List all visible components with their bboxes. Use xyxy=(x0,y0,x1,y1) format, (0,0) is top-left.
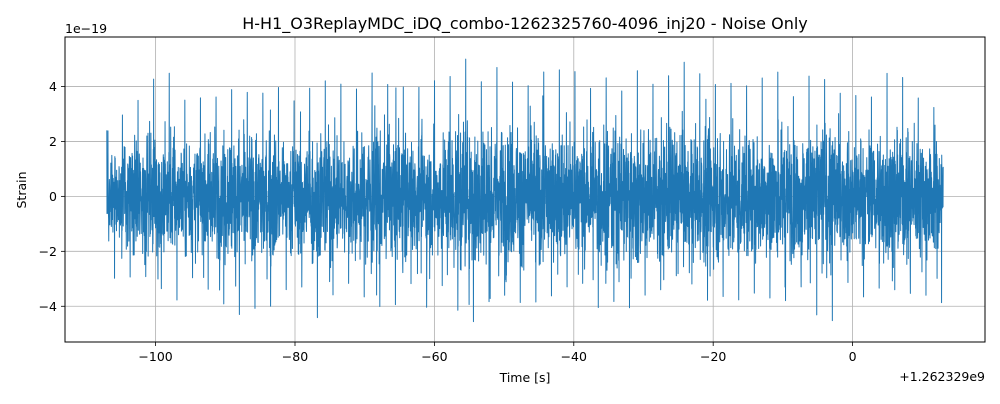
y-axis-label: Strain xyxy=(14,171,29,208)
x-tick-label: −80 xyxy=(282,349,308,364)
x-offset-label: +1.262329e9 xyxy=(899,369,985,384)
chart-title: H-H1_O3ReplayMDC_iDQ_combo-1262325760-40… xyxy=(242,14,808,34)
y-scale-label: 1e−19 xyxy=(65,21,107,36)
x-tick-label: −20 xyxy=(700,349,726,364)
y-tick-label: 4 xyxy=(49,79,57,94)
y-tick-label: 2 xyxy=(49,134,57,149)
x-axis-label: Time [s] xyxy=(499,370,551,385)
x-tick-label: −40 xyxy=(561,349,587,364)
y-tick-label: −2 xyxy=(39,244,57,259)
y-tick-label: −4 xyxy=(39,299,57,314)
x-tick-label: −100 xyxy=(138,349,172,364)
x-tick-label: 0 xyxy=(849,349,857,364)
plot-frame xyxy=(64,36,986,343)
x-tick-label: −60 xyxy=(421,349,447,364)
series-layer xyxy=(106,58,944,323)
y-tick-label: 0 xyxy=(49,189,57,204)
strain-series-line xyxy=(106,58,944,323)
